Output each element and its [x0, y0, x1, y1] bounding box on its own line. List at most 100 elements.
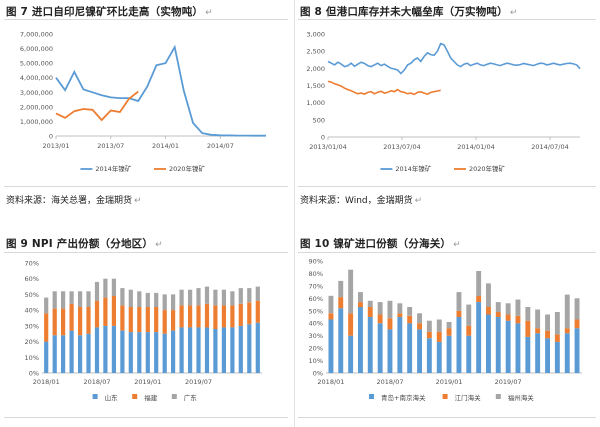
bar-segment [137, 307, 142, 333]
x-tick-label: 2013/01/04 [309, 143, 346, 151]
x-tick-label: 2013/01 [42, 142, 69, 150]
bar-segment [230, 327, 235, 373]
x-tick-label: 2014/01/04 [457, 143, 494, 151]
bar-segment [367, 307, 373, 317]
bar-segment [535, 309, 541, 329]
divider [298, 19, 596, 20]
bar-segment [407, 315, 413, 324]
x-tick-label: 2018/07 [83, 378, 110, 386]
bar-segment [495, 317, 501, 373]
bar-segment [328, 319, 334, 373]
bar-segment [387, 329, 393, 373]
y-tick-label: 7,000,000 [20, 31, 53, 39]
bar-segment [52, 308, 57, 336]
bar-segment [505, 314, 511, 321]
bar-segment [103, 278, 108, 298]
bar-segment [417, 329, 422, 373]
bar-segment [247, 288, 252, 303]
legend-swatch [369, 394, 374, 399]
bar-segment [145, 307, 150, 333]
bar-segment [213, 305, 218, 329]
bar-segment [525, 336, 531, 373]
y-tick-label: 0% [29, 370, 39, 378]
bar-segment [255, 322, 260, 373]
legend-label: 青岛+南京海关 [381, 393, 426, 402]
bar-segment [111, 325, 116, 373]
bar-segment [238, 325, 243, 373]
bar-segment [436, 319, 442, 332]
y-tick-label: 20% [25, 338, 39, 346]
bar-segment [145, 292, 150, 307]
bar-segment [120, 330, 125, 373]
bar-segment [328, 313, 334, 320]
y-tick-label: 60% [309, 295, 323, 303]
bar-segment [377, 314, 383, 324]
bar-segment [179, 327, 184, 373]
x-tick-label: 2014/01 [152, 142, 179, 150]
bar-segment [328, 295, 334, 314]
bar-segment [486, 314, 491, 373]
bar-segment [407, 323, 413, 373]
bar-segment [204, 327, 210, 373]
bar-segment [397, 303, 403, 314]
y-tick-label: 40% [309, 320, 323, 328]
bar-segment [476, 271, 482, 296]
bar-segment [515, 315, 521, 324]
bar-segment [348, 269, 354, 314]
y-tick-label: 500 [313, 116, 325, 124]
y-tick-label: 50% [25, 291, 39, 299]
bar-segment [545, 330, 550, 339]
bar-segment [456, 292, 462, 311]
bar-segment [407, 307, 413, 316]
y-tick-label: 50% [309, 307, 323, 315]
bar-segment [495, 302, 501, 313]
bar-segment [94, 281, 100, 301]
bar-segment [61, 291, 66, 309]
bar-segment [554, 341, 560, 373]
bar-segment [188, 289, 193, 306]
bar-segment [554, 334, 560, 342]
series-line [55, 44, 266, 137]
legend-label: 山东 [105, 393, 119, 402]
bar-segment [86, 307, 91, 334]
bar-segment [103, 325, 108, 373]
y-tick-label: 10% [25, 354, 39, 362]
bar-segment [78, 335, 83, 373]
fig7-caption: 图 7 进口自印尼镍矿环比走高（实物吨） ↵ [6, 6, 213, 18]
bar-segment [154, 292, 159, 307]
fig7-chart: 0 1,000,000 2,000,000 3,000,000 4,000,000 5,0… [20, 31, 266, 173]
divider [4, 19, 288, 20]
y-tick-label: 60% [25, 275, 39, 283]
legend-swatch [132, 394, 138, 399]
bar-segment [196, 288, 201, 306]
bar-segment [426, 320, 432, 332]
bar-segment [367, 317, 373, 373]
bar-segment [230, 305, 235, 328]
bar-segment [564, 333, 570, 373]
bar-segment [238, 303, 243, 326]
divider [4, 186, 288, 187]
bar-segment [338, 280, 344, 298]
bar-segment [574, 328, 580, 373]
bar-segment [213, 289, 218, 306]
y-tick-label: 2,000 [306, 65, 325, 73]
legend-label: 广东 [184, 393, 198, 402]
bar-segment [61, 308, 66, 336]
bar-segment [128, 289, 133, 307]
x-tick-label: 2018/01 [317, 378, 344, 386]
bar-segment [417, 313, 422, 324]
bar-segment [221, 305, 226, 328]
x-tick-label: 2014/07/04 [531, 143, 568, 151]
bar-segment [535, 328, 541, 334]
legend-label: 江门海关 [455, 393, 482, 402]
fig10-caption: 图 10 镍矿进口份额（分海关） ↵ [300, 238, 461, 250]
legend-label: 2020年镍矿 [469, 164, 506, 173]
y-tick-label: 1,500 [306, 82, 325, 90]
bar-segment [120, 288, 125, 306]
bar-segment [476, 302, 482, 373]
bar-segment [145, 332, 150, 373]
bar-segment [162, 294, 167, 311]
y-tick-label: 30% [309, 332, 323, 340]
bar-segment [111, 296, 116, 326]
bar-segment [137, 332, 142, 373]
